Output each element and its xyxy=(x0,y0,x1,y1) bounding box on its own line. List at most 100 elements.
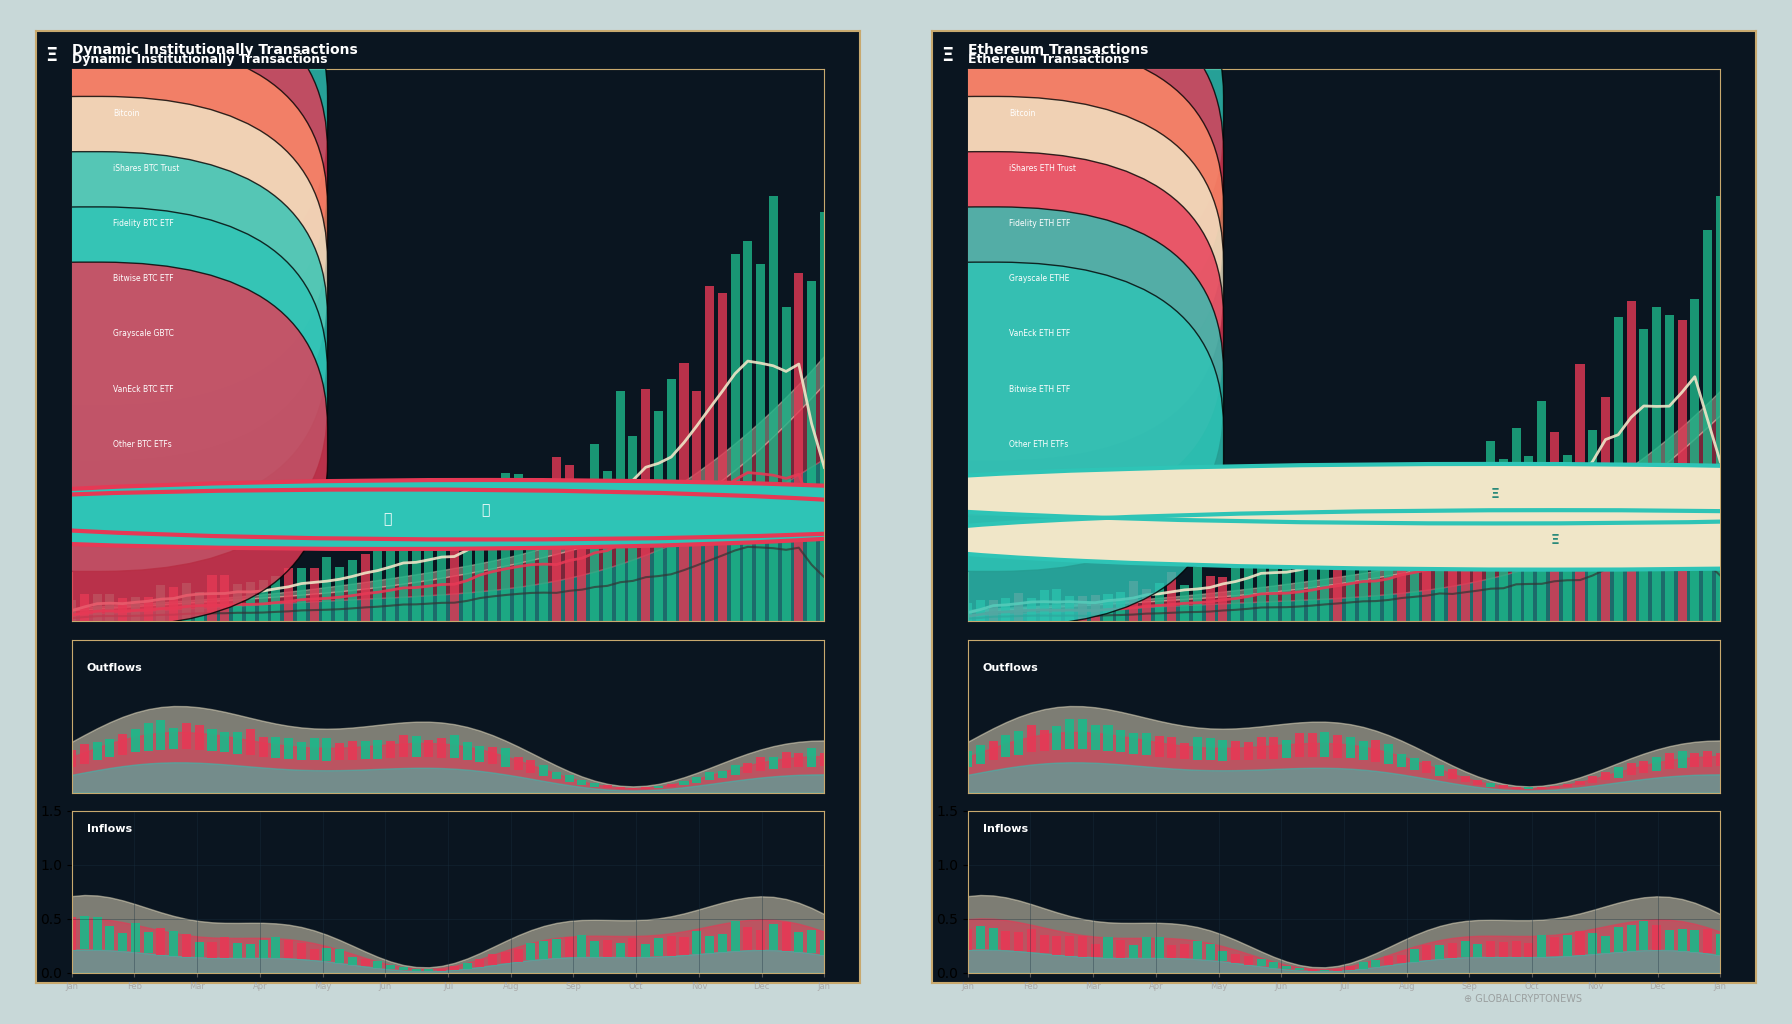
FancyBboxPatch shape xyxy=(0,262,328,627)
Bar xyxy=(1423,484,1432,622)
Bar xyxy=(527,760,536,773)
Bar xyxy=(1690,930,1699,951)
Bar xyxy=(1398,955,1407,964)
Text: Ξ: Ξ xyxy=(941,46,953,66)
Bar xyxy=(1525,787,1534,790)
Bar xyxy=(1142,937,1150,957)
Bar xyxy=(1027,725,1036,753)
Bar xyxy=(487,746,496,764)
Bar xyxy=(552,939,561,957)
Bar xyxy=(1588,430,1597,622)
Bar xyxy=(1665,753,1674,769)
Bar xyxy=(1346,515,1355,622)
Bar xyxy=(629,787,638,790)
Bar xyxy=(66,916,77,950)
Bar xyxy=(577,935,586,957)
Text: Other BTC ETFs: Other BTC ETFs xyxy=(113,440,172,449)
Bar xyxy=(1383,956,1392,965)
Bar xyxy=(564,465,573,622)
Bar xyxy=(1498,459,1509,622)
Bar xyxy=(335,567,344,622)
Bar xyxy=(297,943,306,959)
Text: Outflows: Outflows xyxy=(982,664,1039,673)
Bar xyxy=(692,932,701,954)
Bar xyxy=(1219,740,1228,761)
Bar xyxy=(310,568,319,622)
Bar xyxy=(1333,734,1342,758)
Bar xyxy=(616,943,625,957)
Bar xyxy=(1371,961,1380,967)
Bar xyxy=(1129,582,1138,622)
Bar xyxy=(1715,935,1726,955)
Bar xyxy=(502,952,511,964)
Bar xyxy=(806,930,815,953)
Bar xyxy=(590,783,599,786)
Bar xyxy=(1640,330,1649,622)
Bar xyxy=(310,737,319,761)
Bar xyxy=(1116,940,1125,957)
Bar xyxy=(258,940,267,957)
Bar xyxy=(1627,301,1636,622)
Bar xyxy=(1538,935,1546,956)
Circle shape xyxy=(0,489,968,549)
Bar xyxy=(642,786,650,790)
Bar xyxy=(106,739,115,758)
Bar xyxy=(93,742,102,761)
Bar xyxy=(412,534,421,622)
Text: Ξ: Ξ xyxy=(45,46,57,66)
Bar xyxy=(1652,925,1661,950)
Bar xyxy=(462,529,471,622)
Bar xyxy=(1690,299,1699,622)
Bar xyxy=(667,783,676,786)
Bar xyxy=(1525,943,1534,957)
Bar xyxy=(1538,787,1546,790)
Bar xyxy=(1652,757,1661,771)
Bar xyxy=(297,741,306,760)
Bar xyxy=(1027,930,1036,952)
Bar xyxy=(1193,941,1202,959)
Bar xyxy=(590,941,599,956)
Bar xyxy=(118,598,127,622)
Bar xyxy=(168,931,177,955)
Bar xyxy=(118,734,127,755)
Bar xyxy=(679,781,688,785)
Bar xyxy=(1358,740,1367,760)
Bar xyxy=(450,966,459,970)
Bar xyxy=(1256,550,1265,622)
Bar xyxy=(1550,785,1559,788)
Bar xyxy=(1398,754,1407,767)
FancyBboxPatch shape xyxy=(0,41,328,406)
Bar xyxy=(208,729,217,751)
Bar xyxy=(1333,526,1342,622)
Bar xyxy=(744,927,753,950)
Bar xyxy=(373,548,382,622)
Bar xyxy=(183,723,192,750)
Bar xyxy=(1142,733,1150,755)
Bar xyxy=(731,254,740,622)
Bar xyxy=(220,574,229,622)
Bar xyxy=(156,585,165,622)
Bar xyxy=(1615,928,1624,951)
Bar xyxy=(118,934,127,951)
Bar xyxy=(487,954,496,965)
Bar xyxy=(487,481,496,622)
Bar xyxy=(81,743,90,764)
Circle shape xyxy=(0,480,1064,540)
Text: Bitwise ETH ETF: Bitwise ETH ETF xyxy=(1009,385,1070,393)
Bar xyxy=(719,934,728,951)
Bar xyxy=(323,738,332,761)
Bar xyxy=(195,592,204,622)
Bar xyxy=(156,721,165,750)
Bar xyxy=(539,501,548,622)
Bar xyxy=(348,957,357,965)
Bar xyxy=(400,735,409,758)
Bar xyxy=(1563,935,1572,955)
Text: Grayscale ETHE: Grayscale ETHE xyxy=(1009,274,1070,284)
Bar xyxy=(1460,467,1469,622)
Bar xyxy=(502,473,511,622)
Bar xyxy=(654,938,663,956)
Bar xyxy=(1383,744,1392,764)
Bar xyxy=(1179,944,1190,958)
Text: Ethereum Transactions: Ethereum Transactions xyxy=(968,43,1149,57)
Bar xyxy=(1052,936,1061,954)
